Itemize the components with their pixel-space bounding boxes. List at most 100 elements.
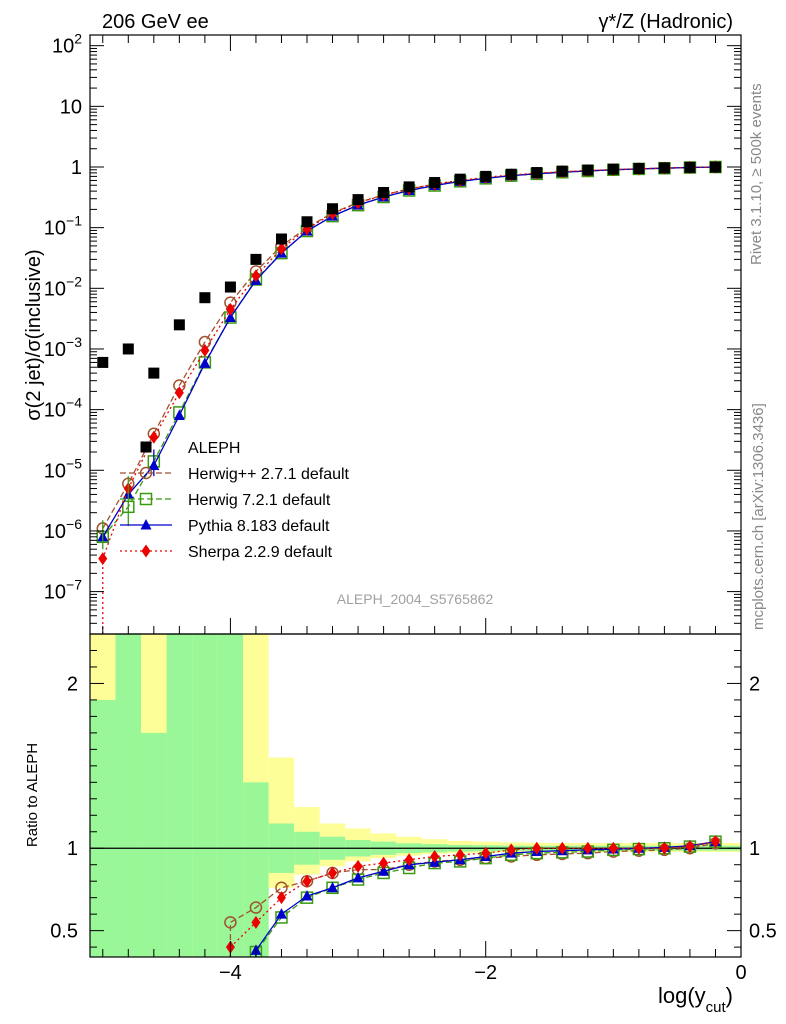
main-ytick-label: 10−5	[44, 455, 82, 482]
legend-marker-herwigpp	[139, 466, 153, 480]
point-aleph	[658, 162, 670, 174]
ratio-line-herwig7	[255, 841, 716, 957]
main-plot	[96, 160, 722, 634]
header-right: γ*/Z (Hadronic)	[599, 11, 733, 33]
ratio-point-pythia	[275, 908, 287, 919]
header-left: 206 GeV ee	[102, 11, 209, 33]
legend-marker-pythia	[140, 519, 152, 530]
point-aleph	[352, 194, 364, 206]
ratio-point-sherpa	[251, 915, 261, 929]
ratio-point-sherpa	[328, 866, 338, 880]
main-ytick-label: 10	[60, 96, 82, 118]
ratio-point-pythia	[327, 881, 339, 893]
legend-label-herwigpp: Herwig++ 2.7.1 default	[188, 466, 350, 483]
band-inner-bin	[192, 634, 218, 957]
point-pythia	[224, 311, 236, 323]
ratio-point-sherpa	[710, 835, 720, 849]
ratio-point-sherpa	[506, 843, 516, 857]
point-aleph	[173, 319, 185, 331]
ratio-frame	[89, 633, 742, 958]
main-ytick-label: 102	[52, 31, 82, 58]
point-sherpa	[98, 552, 108, 566]
point-aleph	[684, 161, 696, 173]
ratio-point-sherpa	[608, 841, 618, 855]
x-axis-label: log(ycut)	[658, 983, 733, 1016]
ratio-point-sherpa	[455, 848, 465, 862]
ratio-point-pythia	[352, 871, 364, 883]
point-aleph	[224, 281, 236, 293]
point-aleph	[505, 168, 517, 180]
point-aleph	[454, 173, 466, 185]
xtick-label: −4	[219, 962, 242, 984]
band-inner-bin	[243, 782, 269, 957]
ratio-point-sherpa	[583, 841, 593, 855]
point-aleph	[301, 216, 313, 228]
band-inner-bin	[166, 634, 193, 957]
main-ylabel: σ(2 jet)/σ(inclusive)	[23, 249, 45, 420]
ratio-point-sherpa	[634, 841, 644, 855]
ratio-bands	[90, 634, 741, 957]
band-inner-bin	[141, 732, 167, 957]
point-aleph	[327, 203, 339, 215]
legend-marker-sherpa	[141, 544, 151, 558]
point-aleph	[607, 163, 619, 175]
point-aleph	[403, 181, 415, 193]
legend: ALEPH Herwig++ 2.7.1 default Herwig 7.2.1 …	[120, 440, 350, 561]
point-sherpa	[251, 269, 261, 283]
band-inner-bin	[217, 634, 244, 957]
point-sherpa	[276, 242, 286, 256]
ratio-point-sherpa	[353, 859, 363, 873]
main-ytick-label: 1	[71, 157, 82, 179]
legend-marker-aleph	[140, 441, 152, 453]
ratio-ylabel: Ratio to ALEPH	[24, 743, 41, 847]
main-ytick-label: 10−1	[44, 213, 82, 240]
point-pythia	[173, 409, 185, 421]
legend-label-pythia: Pythia 8.183 default	[188, 518, 330, 535]
series-line-sherpa	[102, 166, 716, 634]
ratio-point-sherpa	[276, 891, 286, 905]
legend-label-herwig7: Herwig 7.2.1 default	[188, 492, 331, 509]
point-sherpa	[149, 430, 159, 444]
point-aleph	[250, 253, 262, 265]
legend-marker-herwig7	[139, 492, 153, 506]
legend-label-sherpa: Sherpa 2.2.9 default	[188, 544, 333, 561]
point-aleph	[378, 186, 390, 198]
point-sherpa	[200, 343, 210, 357]
main-ytick-label: 10−3	[44, 334, 82, 361]
point-aleph	[633, 162, 645, 174]
point-aleph	[556, 165, 568, 177]
point-aleph	[429, 177, 441, 189]
ratio-point-sherpa	[430, 849, 440, 863]
ratio-point-sherpa	[532, 841, 542, 855]
ratio-point-sherpa	[685, 840, 695, 854]
point-aleph	[275, 233, 287, 245]
ratio-plot	[90, 835, 741, 957]
ratio-ytick-label-right: 1	[749, 838, 760, 860]
main-ytick-label: 10−2	[44, 273, 82, 300]
ratio-point-sherpa	[481, 846, 491, 860]
point-pythia	[199, 357, 211, 368]
point-aleph	[582, 164, 594, 176]
ratio-point-sherpa	[379, 856, 389, 870]
ratio-line-sherpa	[229, 841, 716, 957]
ratio-point-herwigpp	[249, 901, 263, 914]
ratio-ytick-label-right: 2	[749, 673, 760, 695]
main-ytick-label: 10−6	[44, 516, 82, 543]
point-aleph	[199, 292, 211, 304]
point-aleph	[148, 367, 160, 379]
xtick-label: 0	[735, 962, 746, 984]
point-sherpa	[225, 302, 235, 316]
main-ytick-label: 10−7	[44, 577, 82, 604]
point-herwig7	[198, 356, 212, 369]
point-aleph	[709, 161, 721, 173]
point-aleph	[480, 170, 492, 182]
ratio-point-sherpa	[659, 841, 669, 855]
point-sherpa	[174, 386, 184, 400]
ratio-point-sherpa	[404, 853, 414, 867]
point-aleph	[122, 343, 134, 355]
ratio-point-pythia	[301, 890, 313, 901]
band-inner-bin	[115, 634, 142, 957]
xtick-label: −2	[474, 962, 497, 984]
